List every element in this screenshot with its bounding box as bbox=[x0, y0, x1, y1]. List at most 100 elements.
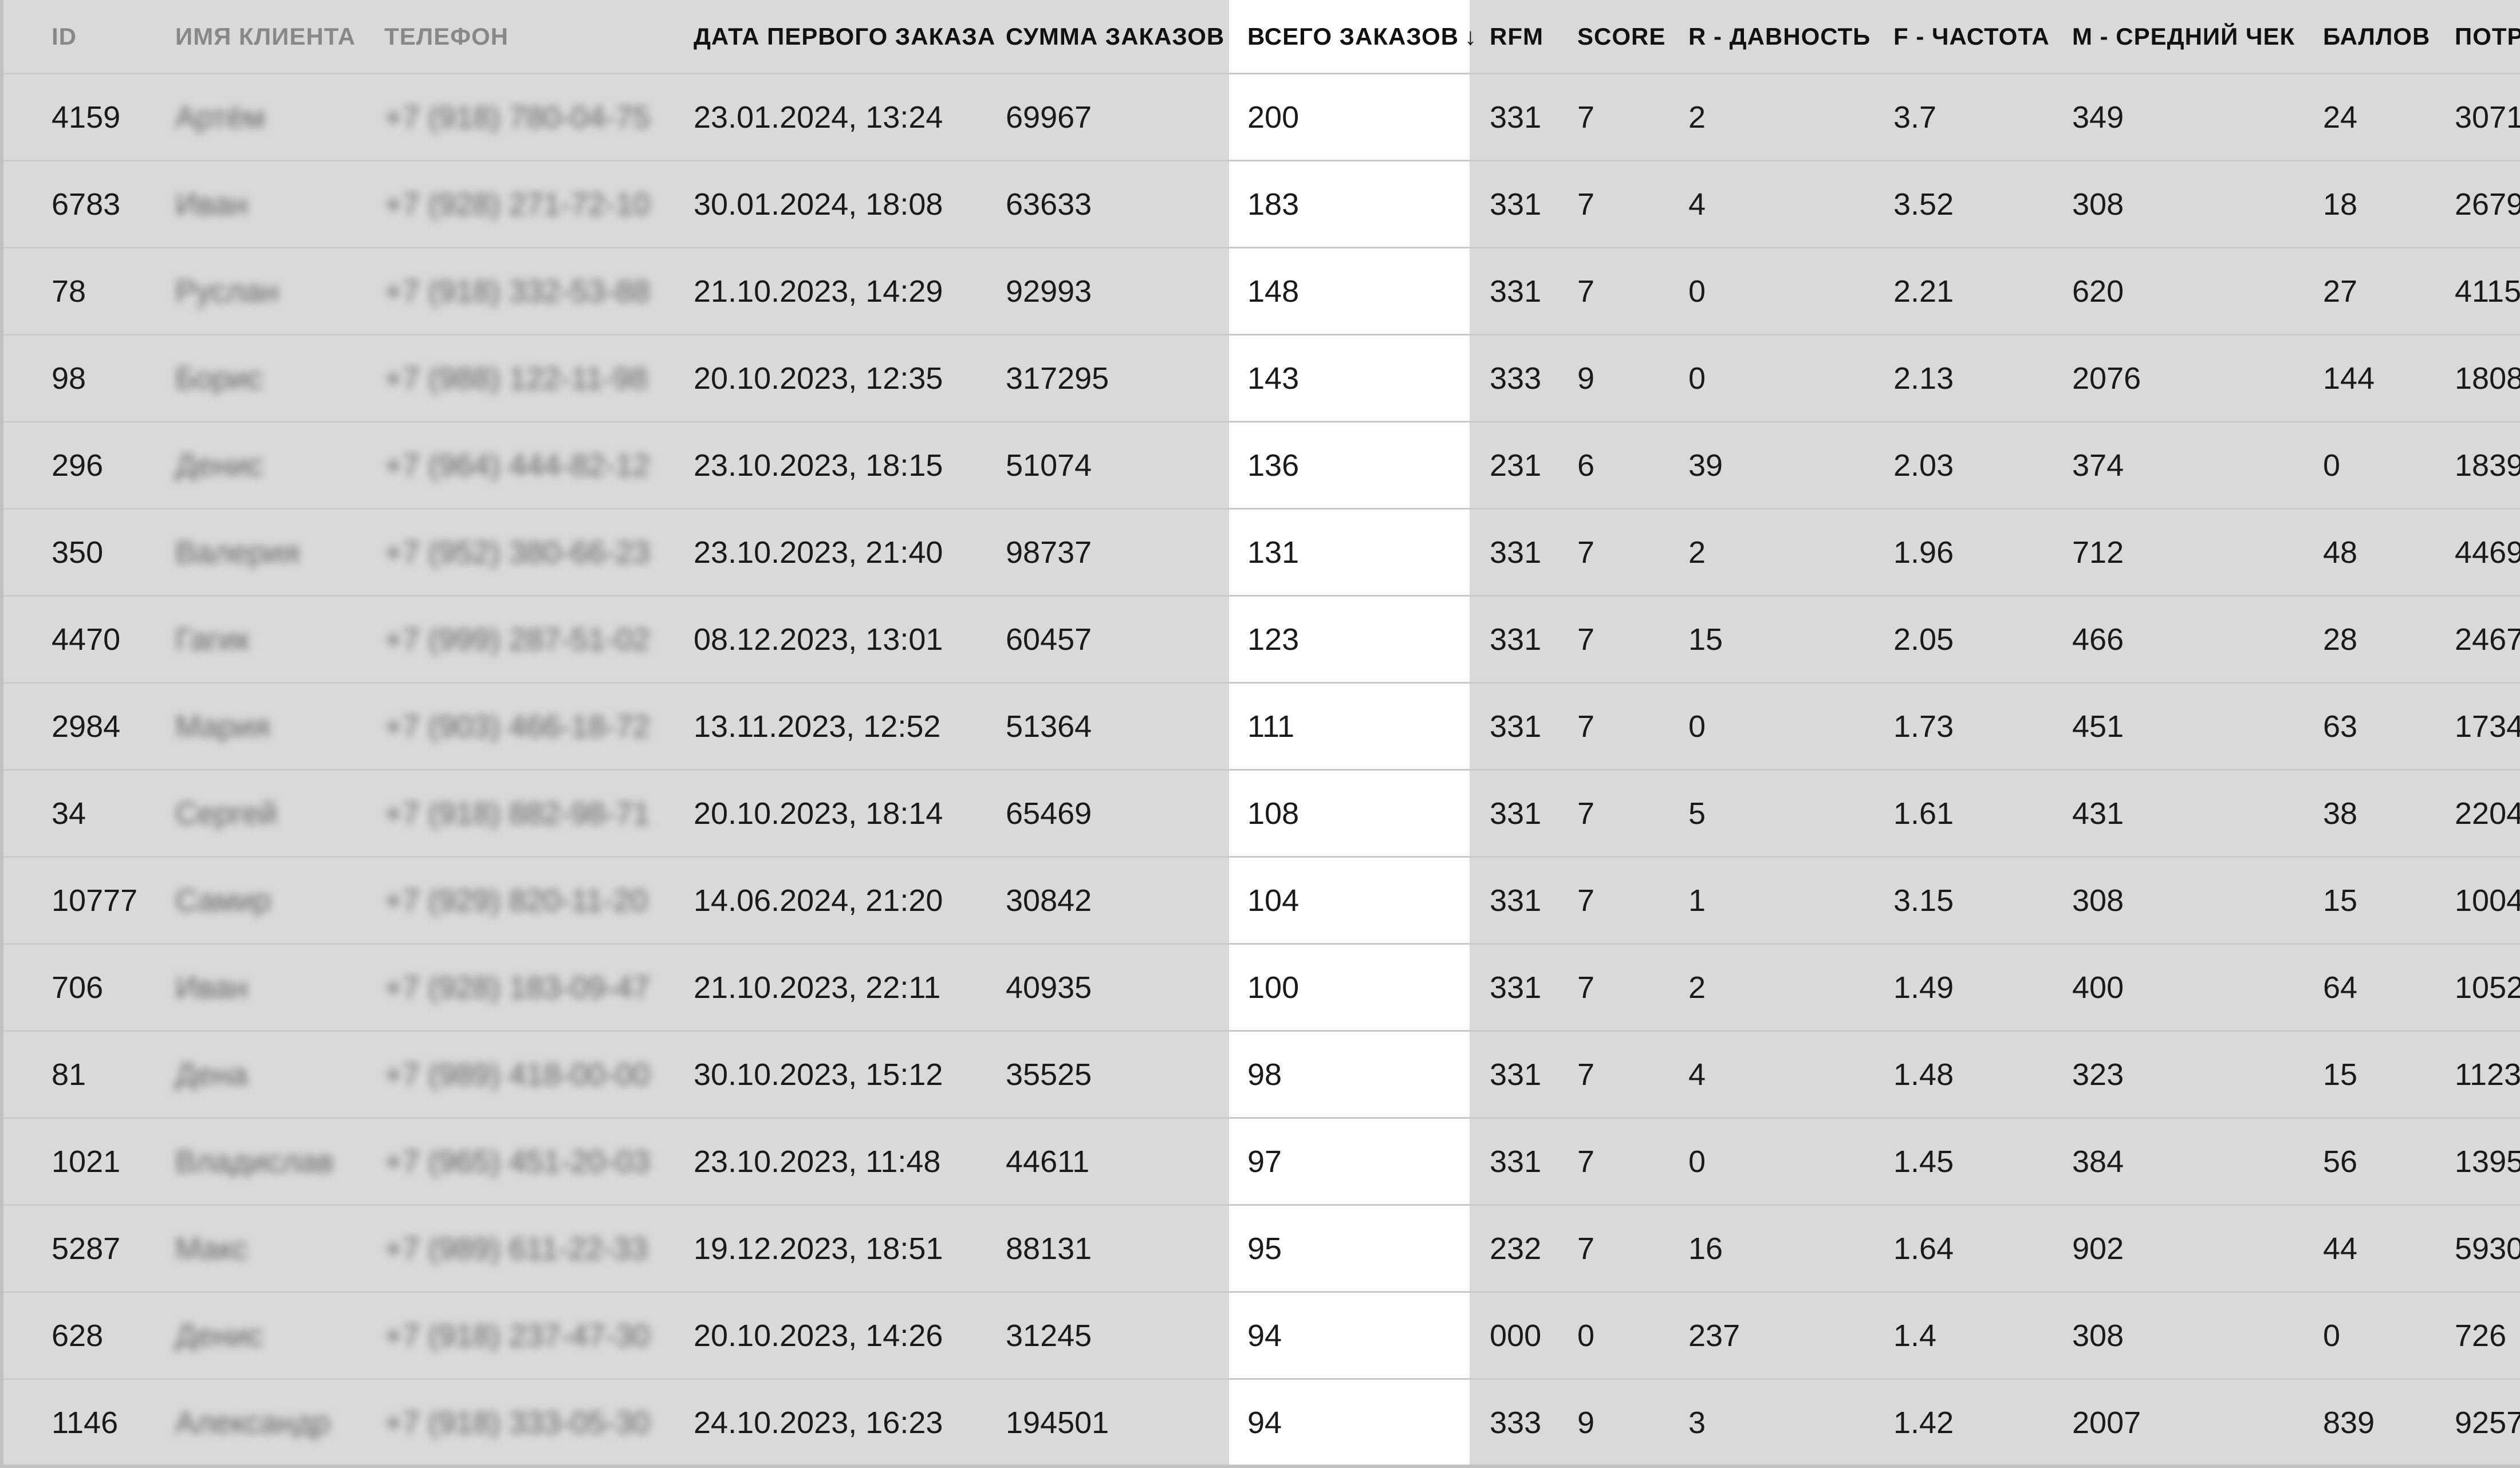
cell-points: 48 bbox=[2323, 535, 2358, 570]
cell-score: 7 bbox=[1577, 883, 1595, 918]
cell-recency: 2 bbox=[1688, 100, 1706, 135]
header-label: F - ЧАСТОТА bbox=[1893, 22, 2050, 50]
cell-monetary: 466 bbox=[2072, 622, 2124, 657]
table-row[interactable]: 1021 Владислав +7 (965) 451-20-03 23.10.202… bbox=[3, 1119, 2520, 1206]
header-label: ИМЯ КЛИЕНТА bbox=[175, 22, 356, 50]
header-recency[interactable]: R - ДАВНОСТЬ bbox=[1688, 0, 1871, 73]
cell-total: 100 bbox=[1247, 970, 1300, 1005]
table-row[interactable]: 628 Денис +7 (918) 237-47-30 20.10.2023, 14… bbox=[3, 1293, 2520, 1380]
cell-score: 7 bbox=[1577, 970, 1595, 1005]
cell-first_order: 23.10.2023, 11:48 bbox=[694, 1144, 941, 1179]
cell-score: 7 bbox=[1577, 187, 1595, 222]
cell-id: 98 bbox=[52, 361, 86, 396]
header-first_order[interactable]: ДАТА ПЕРВОГО ЗАКАЗА bbox=[694, 0, 995, 73]
table-row[interactable]: 10777 Самир +7 (929) 820-11-20 14.06.2024, … bbox=[3, 858, 2520, 945]
cell-points: 56 bbox=[2323, 1144, 2358, 1179]
cell-spent: 1734 bbox=[2455, 709, 2520, 744]
table-row[interactable]: 5287 Макс +7 (989) 611-22-33 19.12.2023, 18… bbox=[3, 1206, 2520, 1293]
cell-points: 27 bbox=[2323, 274, 2358, 309]
header-label: ДАТА ПЕРВОГО ЗАКАЗА bbox=[694, 22, 996, 50]
cell-recency: 4 bbox=[1688, 187, 1706, 222]
header-monetary[interactable]: M - СРЕДНИЙ ЧЕК bbox=[2072, 0, 2295, 73]
cell-total: 136 bbox=[1247, 448, 1300, 483]
cell-first_order: 24.10.2023, 16:23 bbox=[694, 1405, 943, 1440]
cell-points: 0 bbox=[2323, 1318, 2341, 1353]
cell-recency: 0 bbox=[1688, 274, 1706, 309]
header-id[interactable]: ID bbox=[52, 0, 77, 73]
cell-points: 0 bbox=[2323, 448, 2341, 483]
cell-spent: 4115 bbox=[2455, 274, 2520, 309]
table-row[interactable]: 78 Руслан +7 (918) 332-53-88 21.10.2023, 14… bbox=[3, 248, 2520, 336]
header-label: СУММА ЗАКАЗОВ bbox=[1006, 22, 1225, 50]
cell-rfm: 331 bbox=[1490, 796, 1542, 831]
cell-sum: 317295 bbox=[1006, 361, 1109, 396]
cell-sum: 194501 bbox=[1006, 1405, 1109, 1440]
cell-score: 7 bbox=[1577, 1231, 1595, 1266]
cell-rfm: 000 bbox=[1490, 1318, 1542, 1353]
cell-name: Самир bbox=[175, 883, 271, 918]
table-row[interactable]: 296 Денис +7 (964) 444-82-12 23.10.2023, 18… bbox=[3, 423, 2520, 510]
header-total[interactable]: ВСЕГО ЗАКАЗОВ ↓ bbox=[1247, 0, 1477, 73]
header-label: RFM bbox=[1490, 22, 1544, 50]
table-row[interactable]: 81 Дена +7 (989) 418-00-00 30.10.2023, 15:1… bbox=[3, 1032, 2520, 1119]
header-name[interactable]: ИМЯ КЛИЕНТА bbox=[175, 0, 356, 73]
header-frequency[interactable]: F - ЧАСТОТА bbox=[1893, 0, 2050, 73]
cell-monetary: 308 bbox=[2072, 1318, 2124, 1353]
cell-phone: +7 (928) 183-09-47 bbox=[384, 970, 650, 1005]
header-spent[interactable]: ПОТР bbox=[2455, 0, 2520, 73]
header-points[interactable]: БАЛЛОВ bbox=[2323, 0, 2430, 73]
cell-points: 24 bbox=[2323, 100, 2358, 135]
cell-rfm: 331 bbox=[1490, 883, 1542, 918]
cell-phone: +7 (989) 418-00-00 bbox=[384, 1057, 650, 1092]
header-rfm[interactable]: RFM bbox=[1490, 0, 1544, 73]
table-row[interactable]: 1146 Александр +7 (918) 333-05-30 24.10.202… bbox=[3, 1380, 2520, 1465]
cell-monetary: 384 bbox=[2072, 1144, 2124, 1179]
cell-rfm: 333 bbox=[1490, 1405, 1542, 1440]
cell-recency: 237 bbox=[1688, 1318, 1741, 1353]
cell-recency: 3 bbox=[1688, 1405, 1706, 1440]
header-sum[interactable]: СУММА ЗАКАЗОВ bbox=[1006, 0, 1224, 73]
cell-name: Денис bbox=[175, 1318, 263, 1353]
cell-score: 7 bbox=[1577, 1057, 1595, 1092]
cell-total: 131 bbox=[1247, 535, 1300, 570]
cell-phone: +7 (965) 451-20-03 bbox=[384, 1144, 650, 1179]
table-row[interactable]: 706 Иван +7 (928) 183-09-47 21.10.2023, 22:… bbox=[3, 945, 2520, 1032]
header-phone[interactable]: ТЕЛЕФОН bbox=[384, 0, 509, 73]
table-row[interactable]: 4159 Артём +7 (918) 780-04-75 23.01.2024, 1… bbox=[3, 74, 2520, 161]
cell-id: 34 bbox=[52, 796, 86, 831]
cell-score: 7 bbox=[1577, 100, 1595, 135]
cell-rfm: 331 bbox=[1490, 1144, 1542, 1179]
cell-sum: 44611 bbox=[1006, 1144, 1090, 1179]
cell-sum: 40935 bbox=[1006, 970, 1092, 1005]
table-row[interactable]: 98 Борис +7 (988) 122-11-98 20.10.2023, 12:… bbox=[3, 336, 2520, 423]
cell-frequency: 1.4 bbox=[1893, 1318, 1937, 1353]
cell-total: 143 bbox=[1247, 361, 1300, 396]
cell-first_order: 21.10.2023, 14:29 bbox=[694, 274, 943, 309]
cell-total: 123 bbox=[1247, 622, 1300, 657]
cell-score: 9 bbox=[1577, 361, 1595, 396]
table-row[interactable]: 4470 Гагик +7 (999) 287-51-02 08.12.2023, 1… bbox=[3, 597, 2520, 684]
cell-id: 350 bbox=[52, 535, 104, 570]
cell-frequency: 3.52 bbox=[1893, 187, 1954, 222]
cell-phone: +7 (918) 237-47-30 bbox=[384, 1318, 650, 1353]
table-row[interactable]: 6783 Иван +7 (928) 271-72-10 30.01.2024, 18… bbox=[3, 161, 2520, 248]
cell-rfm: 331 bbox=[1490, 1057, 1542, 1092]
cell-points: 15 bbox=[2323, 883, 2358, 918]
cell-spent: 726 bbox=[2455, 1318, 2507, 1353]
cell-recency: 0 bbox=[1688, 361, 1706, 396]
table-row[interactable]: 350 Валерия +7 (952) 380-66-23 23.10.2023, … bbox=[3, 510, 2520, 597]
cell-phone: +7 (918) 332-53-88 bbox=[384, 274, 650, 309]
cell-frequency: 1.73 bbox=[1893, 709, 1954, 744]
table-row[interactable]: 34 Сергей +7 (918) 882-98-71 20.10.2023, 18… bbox=[3, 771, 2520, 858]
cell-spent: 1004 bbox=[2455, 883, 2520, 918]
cell-recency: 2 bbox=[1688, 535, 1706, 570]
header-score[interactable]: SCORE bbox=[1577, 0, 1665, 73]
cell-monetary: 451 bbox=[2072, 709, 2124, 744]
cell-spent: 1395 bbox=[2455, 1144, 2520, 1179]
cell-rfm: 232 bbox=[1490, 1231, 1542, 1266]
table-row[interactable]: 2984 Мария +7 (903) 466-18-72 13.11.2023, 1… bbox=[3, 684, 2520, 771]
header-label: ID bbox=[52, 22, 77, 50]
header-label: R - ДАВНОСТЬ bbox=[1688, 22, 1871, 50]
sort-arrow-down-icon[interactable]: ↓ bbox=[1464, 22, 1478, 50]
cell-phone: +7 (929) 820-11-20 bbox=[384, 883, 648, 918]
